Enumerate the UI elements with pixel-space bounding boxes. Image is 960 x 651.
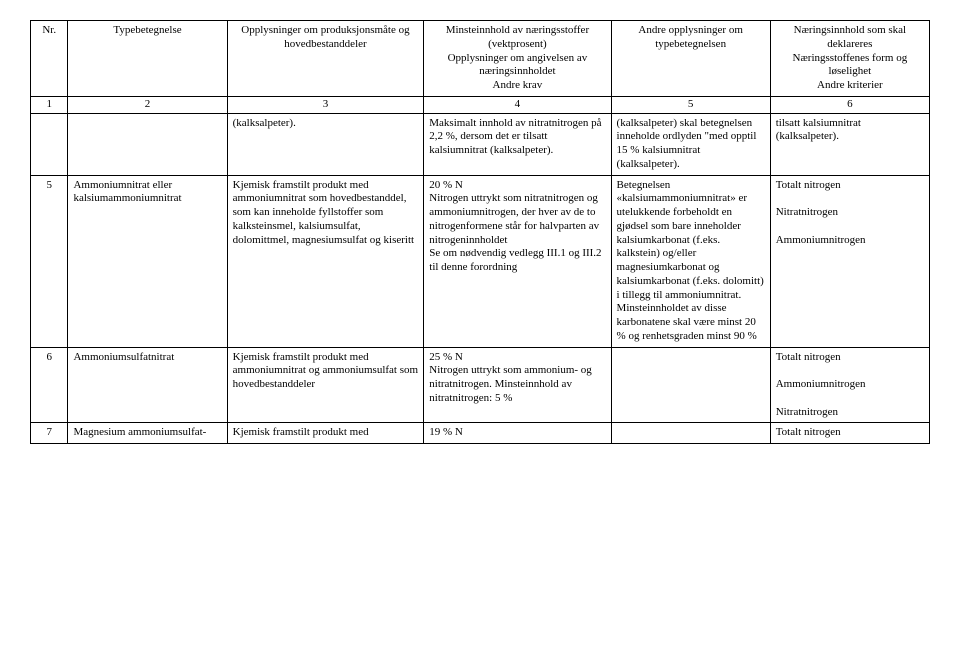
row-7: 7 Magnesium ammoniumsulfat- Kjemisk fram… (31, 423, 930, 444)
r6-nar: Totalt nitrogenAmmoniumnitrogenNitratnit… (770, 347, 929, 423)
colnum-1: 1 (31, 96, 68, 113)
continuation-row: (kalksalpeter). Maksimalt innhold av nit… (31, 113, 930, 175)
colnum-4: 4 (424, 96, 611, 113)
r5-nr: 5 (31, 175, 68, 347)
cont-c4: Maksimalt innhold av nitratnitrogen på 2… (424, 113, 611, 175)
hdr-nar: Næringsinnhold som skal deklareresNæring… (770, 21, 929, 97)
r6-min: 25 % NNitrogen uttrykt som ammonium- og … (424, 347, 611, 423)
r7-nar: Totalt nitrogen (770, 423, 929, 444)
r7-andre (611, 423, 770, 444)
r7-min: 19 % N (424, 423, 611, 444)
r6-type: Ammoniumsulfatnitrat (68, 347, 227, 423)
r7-type: Magnesium ammoniumsulfat- (68, 423, 227, 444)
cont-c6: tilsatt kalsiumnitrat (kalksalpeter). (770, 113, 929, 175)
hdr-prod: Opplysninger om produksjonsmåte og hoved… (227, 21, 424, 97)
hdr-type: Typebetegnelse (68, 21, 227, 97)
cont-c3: (kalksalpeter). (227, 113, 424, 175)
cont-c1 (31, 113, 68, 175)
cont-c5: (kalksalpeter) skal betegnelsen innehold… (611, 113, 770, 175)
colnum-3: 3 (227, 96, 424, 113)
r5-prod: Kjemisk framstilt produkt med ammoniumni… (227, 175, 424, 347)
colnum-6: 6 (770, 96, 929, 113)
r6-andre (611, 347, 770, 423)
hdr-min: Minsteinnhold av næringsstoffer (vektpro… (424, 21, 611, 97)
fertilizer-table: Nr. Typebetegnelse Opplysninger om produ… (30, 20, 930, 444)
row-6: 6 Ammoniumsulfatnitrat Kjemisk framstilt… (31, 347, 930, 423)
r6-nr: 6 (31, 347, 68, 423)
row-5: 5 Ammoniumnitrat eller kalsiumammoniumni… (31, 175, 930, 347)
r5-nar: Totalt nitrogenNitratnitrogenAmmoniumnit… (770, 175, 929, 347)
cont-c2 (68, 113, 227, 175)
r6-prod: Kjemisk framstilt produkt med ammoniumni… (227, 347, 424, 423)
r5-andre: Betegnelsen «kalsiumammoniumnitrat» er u… (611, 175, 770, 347)
column-number-row: 1 2 3 4 5 6 (31, 96, 930, 113)
colnum-2: 2 (68, 96, 227, 113)
r7-prod: Kjemisk framstilt produkt med (227, 423, 424, 444)
r5-type: Ammoniumnitrat eller kalsiumammoniumnitr… (68, 175, 227, 347)
header-row: Nr. Typebetegnelse Opplysninger om produ… (31, 21, 930, 97)
r7-nr: 7 (31, 423, 68, 444)
hdr-nr: Nr. (31, 21, 68, 97)
hdr-andre: Andre opplysninger om typebetegnelsen (611, 21, 770, 97)
r5-min: 20 % NNitrogen uttrykt som nitratnitroge… (424, 175, 611, 347)
colnum-5: 5 (611, 96, 770, 113)
